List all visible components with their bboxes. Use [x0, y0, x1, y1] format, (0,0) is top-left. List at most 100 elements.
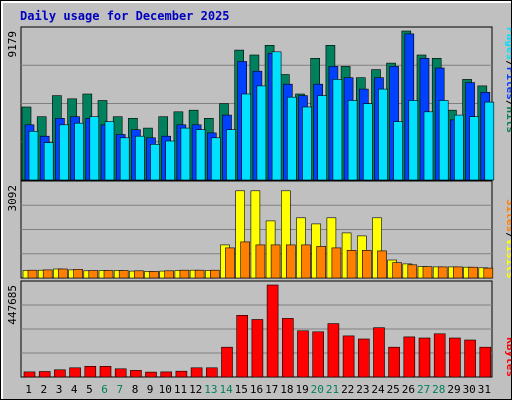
legend-top-part-2: Files: [504, 67, 511, 100]
x-tick-label-11: 11: [174, 383, 187, 396]
bar-sites-day-10: [164, 270, 174, 279]
bar-kbytes-day-27: [418, 337, 431, 378]
bar-kbytes-day-5: [84, 365, 97, 378]
bar-sites-day-2: [42, 269, 53, 279]
bar-sites-day-26: [407, 264, 418, 279]
bar-visits-day-16: [250, 190, 261, 279]
x-tick-label-7: 7: [116, 383, 123, 396]
bar-kbytes-day-17: [266, 284, 279, 378]
bar-pages-day-20: [317, 95, 328, 181]
bar-kbytes-day-24: [373, 327, 385, 378]
legend-top-part-4: Hits: [504, 107, 511, 134]
x-tick-label-8: 8: [132, 383, 139, 396]
bar-pages-day-14: [226, 129, 236, 181]
frame-highlight-left: [1, 1, 3, 399]
legend-middle-part-2: Visits: [504, 239, 511, 279]
bar-sites-day-24: [377, 250, 387, 279]
bar-pages-day-30: [469, 116, 479, 181]
bar-pages-day-8: [135, 135, 145, 181]
x-tick-label-26: 26: [402, 383, 415, 396]
x-tick-label-4: 4: [71, 383, 78, 396]
bar-kbytes-day-23: [357, 338, 370, 378]
bar-visits-day-18: [280, 190, 291, 279]
bar-pages-day-13: [211, 137, 221, 181]
bar-pages-day-9: [150, 144, 160, 181]
bar-sites-day-30: [468, 266, 478, 279]
bar-kbytes-day-6: [99, 365, 112, 378]
bar-sites-day-8: [134, 270, 144, 279]
legend-top: Pages/Files/Hits: [504, 27, 511, 133]
bar-kbytes-day-9: [145, 371, 157, 378]
bar-kbytes-day-21: [327, 323, 340, 378]
bar-kbytes-day-18: [281, 318, 294, 378]
bar-sites-day-21: [331, 247, 342, 279]
x-tick-label-21: 21: [326, 383, 339, 396]
bar-sites-day-23: [361, 250, 372, 279]
legend-top-part-0: Pages: [504, 27, 511, 60]
bar-sites-day-19: [301, 244, 311, 279]
bar-sites-day-7: [118, 270, 129, 279]
bar-pages-day-12: [195, 129, 206, 181]
axis-max-label-kbytes: 447685: [6, 285, 19, 325]
axis-max-label-visits-sites: 3092: [6, 185, 19, 212]
legend-top-part-1: /: [504, 60, 511, 67]
bar-kbytes-day-25: [388, 346, 400, 378]
x-tick-label-31: 31: [478, 383, 491, 396]
bar-pages-day-1: [28, 131, 39, 181]
bar-sites-day-20: [316, 246, 327, 279]
x-tick-label-15: 15: [235, 383, 248, 396]
bar-pages-day-11: [180, 127, 191, 181]
bar-kbytes-day-8: [130, 370, 142, 378]
bar-kbytes-day-7: [114, 368, 127, 378]
x-tick-label-10: 10: [159, 383, 172, 396]
bar-sites-day-15: [240, 241, 250, 279]
x-tick-label-14: 14: [219, 383, 233, 396]
x-tick-label-30: 30: [463, 383, 476, 396]
bar-sites-day-5: [88, 270, 99, 279]
x-tick-label-2: 2: [40, 383, 47, 396]
x-tick-label-25: 25: [387, 383, 400, 396]
bar-pages-day-19: [302, 106, 312, 181]
x-tick-label-24: 24: [371, 383, 385, 396]
bar-pages-day-27: [423, 111, 434, 181]
bar-pages-day-4: [74, 122, 84, 181]
bar-pages-day-31: [484, 101, 495, 181]
x-tick-label-12: 12: [189, 383, 202, 396]
chart-title: Daily usage for December 2025: [20, 9, 230, 23]
bar-sites-day-4: [73, 268, 83, 279]
x-tick-label-1: 1: [25, 383, 32, 396]
bar-sites-day-11: [179, 269, 190, 279]
axis-max-label-hits-files-pages: 9179: [6, 31, 19, 58]
bar-sites-day-29: [453, 266, 463, 279]
x-tick-label-19: 19: [295, 383, 308, 396]
bar-sites-day-1: [27, 269, 38, 279]
bar-kbytes-day-30: [464, 339, 476, 378]
bar-kbytes-day-29: [449, 337, 461, 378]
legend-middle: Sites/Visits: [504, 199, 511, 279]
bar-kbytes-day-3: [54, 369, 66, 378]
legend-bottom: KBytes: [504, 337, 511, 377]
x-tick-label-22: 22: [341, 383, 354, 396]
bar-sites-day-6: [103, 270, 114, 279]
bar-pages-day-6: [104, 121, 115, 181]
bar-sites-day-13: [210, 269, 220, 279]
bar-pages-day-3: [59, 124, 69, 181]
bar-pages-day-16: [256, 85, 267, 181]
bar-pages-day-26: [408, 100, 419, 181]
bar-kbytes-day-26: [403, 336, 416, 378]
bar-pages-day-28: [438, 100, 449, 181]
x-tick-label-6: 6: [101, 383, 108, 396]
bar-kbytes-day-28: [433, 333, 446, 378]
bar-pages-day-22: [347, 100, 358, 181]
x-tick-label-28: 28: [432, 383, 445, 396]
bar-sites-day-16: [255, 244, 266, 279]
bar-pages-day-24: [378, 88, 388, 181]
bar-pages-day-23: [362, 103, 373, 181]
bar-sites-day-14: [225, 247, 235, 279]
bar-sites-day-3: [58, 268, 68, 279]
x-tick-label-20: 20: [311, 383, 324, 396]
x-tick-label-5: 5: [86, 383, 93, 396]
bar-kbytes-day-31: [479, 346, 492, 378]
bar-pages-day-17: [271, 51, 282, 181]
